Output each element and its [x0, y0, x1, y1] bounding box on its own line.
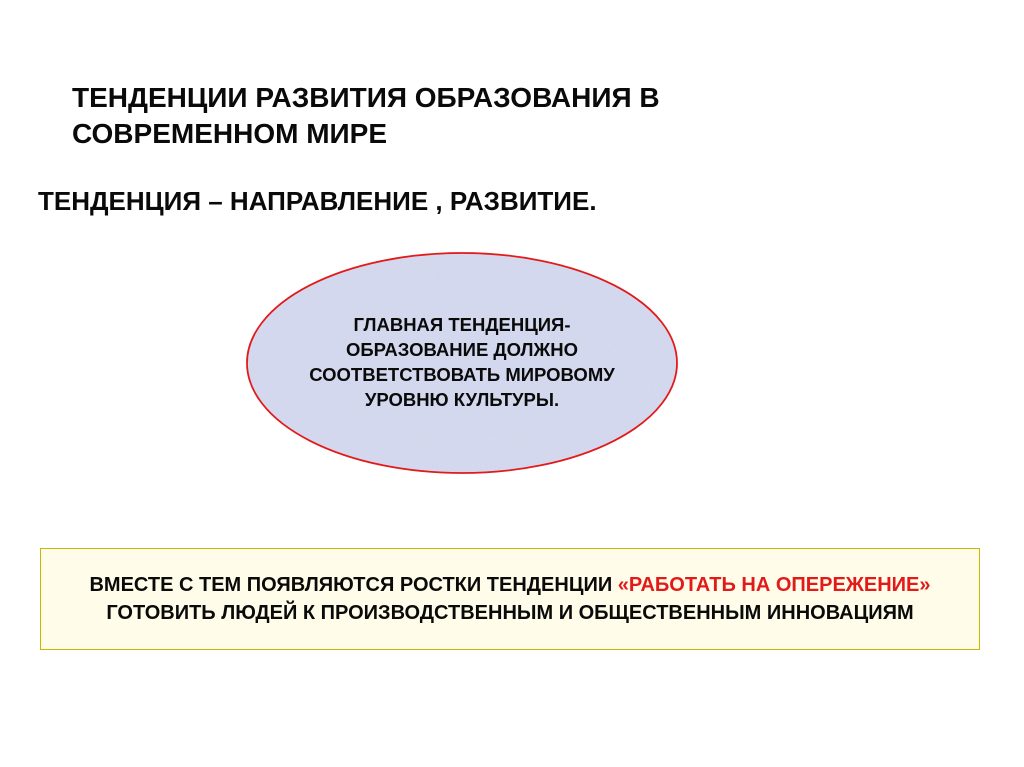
bottom-text-after: ГОТОВИТЬ ЛЮДЕЙ К ПРОИЗВОДСТВЕННЫМ И ОБЩЕ… — [106, 602, 913, 624]
bottom-callout-box: ВМЕСТЕ С ТЕМ ПОЯВЛЯЮТСЯ РОСТКИ ТЕНДЕНЦИИ… — [40, 548, 980, 650]
main-tendency-ellipse: ГЛАВНАЯ ТЕНДЕНЦИЯ- ОБРАЗОВАНИЕ ДОЛЖНО СО… — [244, 250, 680, 476]
slide-subtitle: ТЕНДЕНЦИЯ – НАПРАВЛЕНИЕ , РАЗВИТИЕ. — [38, 186, 938, 217]
bottom-text-before: ВМЕСТЕ С ТЕМ ПОЯВЛЯЮТСЯ РОСТКИ ТЕНДЕНЦИИ — [89, 574, 617, 596]
slide-title: ТЕНДЕНЦИИ РАЗВИТИЯ ОБРАЗОВАНИЯ В СОВРЕМЕ… — [72, 80, 832, 153]
ellipse-text: ГЛАВНАЯ ТЕНДЕНЦИЯ- ОБРАЗОВАНИЕ ДОЛЖНО СО… — [302, 313, 622, 413]
bottom-text-highlight: «РАБОТАТЬ НА ОПЕРЕЖЕНИЕ» — [618, 574, 931, 596]
